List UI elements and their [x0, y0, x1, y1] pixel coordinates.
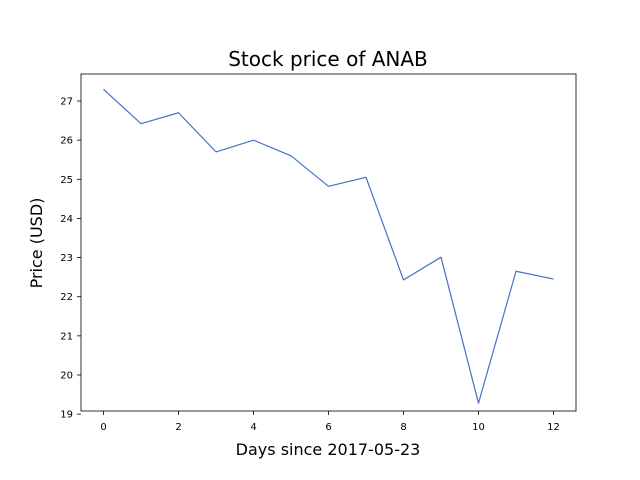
- x-axis: 0 2 4 6 8 10 12: [100, 411, 560, 433]
- y-tick-label: 19: [60, 410, 73, 421]
- plot-frame: [81, 74, 576, 411]
- y-tick-label: 22: [60, 292, 73, 303]
- y-axis: 19 20 21 22 23 24 25 26 27: [60, 97, 81, 421]
- y-tick-label: 25: [60, 175, 73, 186]
- x-tick-label: 10: [472, 422, 485, 433]
- chart-title: Stock price of ANAB: [228, 47, 428, 71]
- y-tick-label: 24: [60, 214, 73, 225]
- y-tick-label: 20: [60, 370, 73, 381]
- y-tick-label: 21: [60, 331, 73, 342]
- series-line: [104, 89, 554, 403]
- y-tick-label: 27: [60, 97, 73, 108]
- x-tick-label: 12: [547, 422, 560, 433]
- x-tick-label: 8: [400, 422, 406, 433]
- series-layer: [103, 89, 553, 403]
- y-axis-label: Price (USD): [27, 198, 46, 289]
- x-tick-label: 2: [175, 422, 181, 433]
- x-tick-label: 6: [325, 422, 331, 433]
- y-tick-label: 23: [60, 253, 73, 264]
- y-tick-label: 26: [60, 136, 73, 147]
- x-axis-label: Days since 2017-05-23: [236, 440, 421, 459]
- x-tick-label: 0: [100, 422, 106, 433]
- plot-area: [81, 74, 576, 411]
- x-tick-label: 4: [250, 422, 256, 433]
